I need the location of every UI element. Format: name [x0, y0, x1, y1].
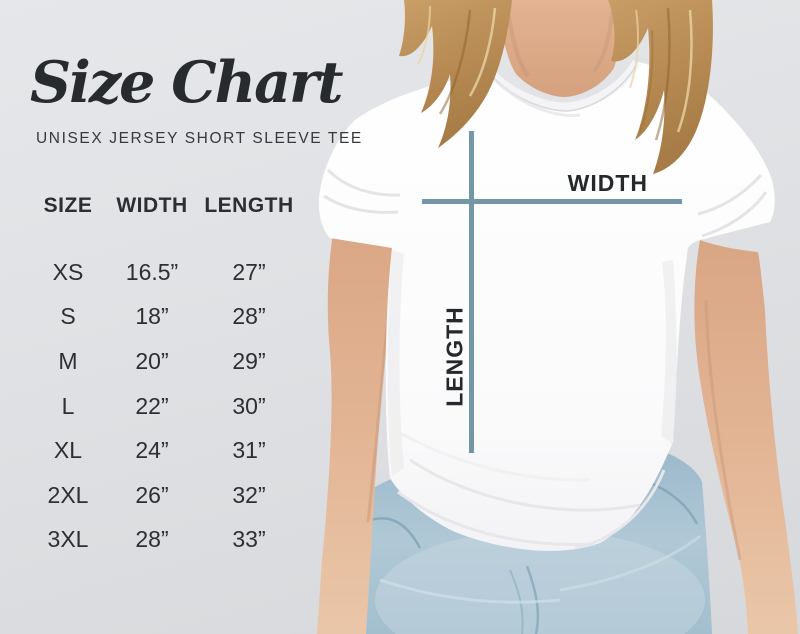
cell-size: XL	[53, 437, 83, 464]
cell-size: S	[60, 303, 76, 330]
page-title: Size Chart	[30, 49, 343, 116]
cell-width: 24”	[135, 437, 169, 464]
cell-size: 2XL	[47, 481, 89, 508]
cell-size: XS	[52, 258, 84, 285]
cell-length: 28”	[232, 303, 266, 330]
cell-width: 22”	[135, 392, 169, 419]
hair-right	[598, 0, 713, 174]
cell-length: 30”	[232, 392, 266, 419]
page-subtitle: UNISEX JERSEY SHORT SLEEVE TEE	[36, 130, 363, 147]
right-arm	[694, 240, 798, 634]
tshirt-shape	[318, 59, 775, 551]
size-table: SIZE WIDTH LENGTH XS 16.5” 27” S 18” 28”…	[28, 194, 302, 562]
column-header-size: SIZE	[43, 194, 93, 217]
cell-size: 3XL	[47, 526, 89, 553]
width-measure-line	[422, 199, 682, 204]
cell-length: 29”	[232, 347, 266, 374]
hair-left	[399, 0, 512, 148]
width-label: WIDTH	[567, 170, 648, 196]
cell-length: 31”	[232, 437, 266, 464]
cell-width: 16.5”	[125, 258, 179, 285]
column-header-length: LENGTH	[204, 194, 294, 217]
cell-length: 33”	[232, 526, 266, 553]
cell-length: 27”	[232, 258, 266, 285]
cell-width: 20”	[135, 347, 169, 374]
cell-width: 28”	[135, 526, 169, 553]
length-measure-line	[469, 131, 474, 453]
cell-width: 18”	[135, 303, 169, 330]
length-label: LENGTH	[441, 306, 468, 407]
cell-width: 26”	[135, 481, 169, 508]
cell-length: 32”	[232, 481, 266, 508]
cell-size: M	[58, 347, 78, 374]
cell-size: L	[61, 392, 75, 419]
column-header-width: WIDTH	[116, 194, 188, 217]
neck	[498, 0, 622, 97]
